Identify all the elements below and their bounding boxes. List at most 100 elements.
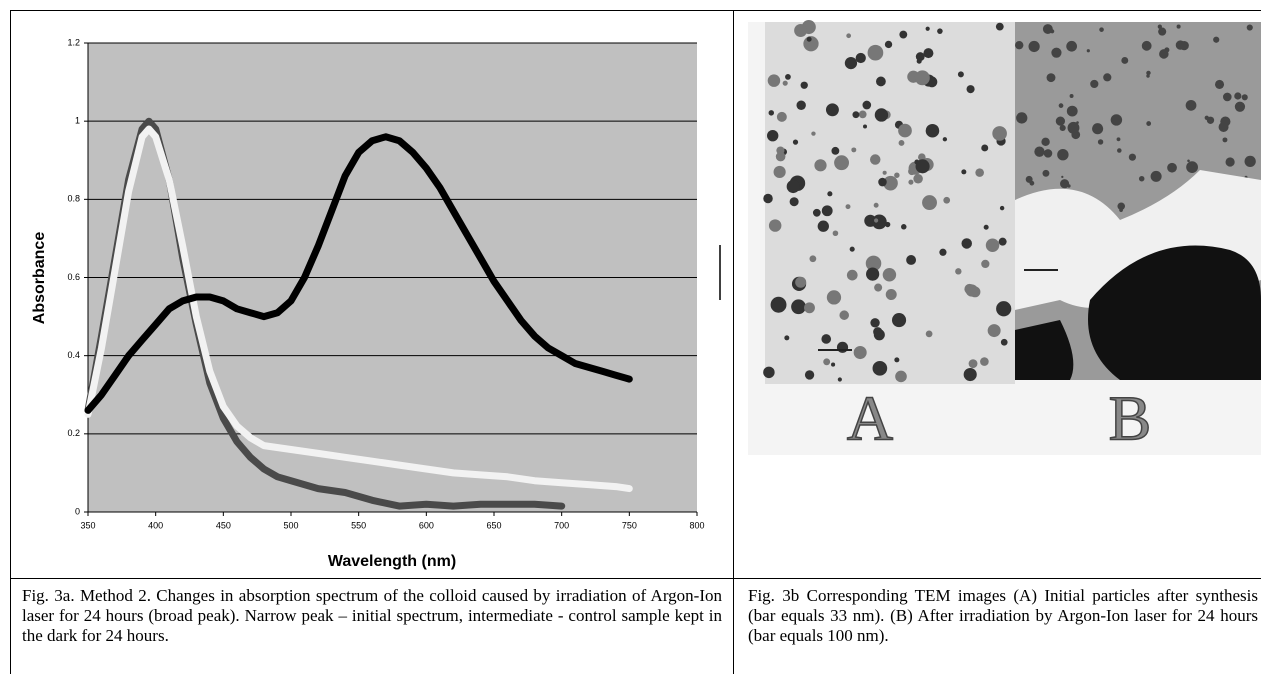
particle xyxy=(1193,162,1197,166)
particle xyxy=(1052,51,1058,57)
particle xyxy=(862,100,872,110)
particle xyxy=(825,103,839,117)
particle xyxy=(916,58,922,64)
particle xyxy=(1179,40,1189,51)
particle xyxy=(785,74,791,80)
particle xyxy=(872,361,888,376)
particle xyxy=(955,268,962,275)
data-line xyxy=(84,117,566,510)
x-tick-label: 500 xyxy=(283,520,298,530)
particle xyxy=(1067,184,1071,188)
data-line xyxy=(84,133,633,414)
particle xyxy=(873,202,879,208)
particle xyxy=(845,204,851,210)
particle xyxy=(1141,40,1152,51)
y-tick-label: 1.2 xyxy=(67,37,80,47)
particle xyxy=(923,48,934,59)
particle xyxy=(1060,179,1070,189)
particle xyxy=(965,284,978,297)
particle xyxy=(1241,94,1248,101)
particle xyxy=(898,140,905,146)
particle xyxy=(1041,137,1050,147)
particle xyxy=(1066,105,1078,117)
y-tick-label: 0.8 xyxy=(67,194,80,204)
particle xyxy=(891,313,907,328)
particle xyxy=(878,177,887,187)
y-tick-label: 1 xyxy=(75,116,80,126)
particle xyxy=(925,123,940,138)
particle xyxy=(871,214,887,230)
particle xyxy=(863,124,868,129)
particle xyxy=(915,159,930,174)
particle xyxy=(770,296,787,313)
particle xyxy=(983,224,989,230)
particle xyxy=(832,230,839,237)
particle xyxy=(1116,137,1121,142)
particle xyxy=(1119,208,1123,212)
particle xyxy=(804,302,815,314)
particle xyxy=(791,299,806,315)
particle xyxy=(870,154,881,165)
particle xyxy=(763,193,773,204)
particle xyxy=(874,108,889,122)
particle xyxy=(908,179,914,185)
particle xyxy=(998,237,1007,246)
particle xyxy=(1099,27,1104,32)
particle xyxy=(1167,162,1177,173)
particle xyxy=(852,111,860,119)
particle xyxy=(1159,49,1169,59)
particle xyxy=(768,219,782,232)
particle xyxy=(915,52,925,61)
x-tick-label: 600 xyxy=(419,520,434,530)
y-axis-label: Absorbance xyxy=(31,232,48,325)
particle xyxy=(767,74,781,87)
particle xyxy=(1067,121,1080,134)
particle xyxy=(999,205,1005,211)
particle xyxy=(992,126,1007,141)
particle xyxy=(961,238,972,249)
y-tick-label: 0.6 xyxy=(67,272,80,282)
particle xyxy=(792,139,799,145)
x-tick-label: 400 xyxy=(148,520,163,530)
particle xyxy=(873,327,883,337)
particle xyxy=(1050,29,1055,34)
particle xyxy=(1146,70,1151,76)
particle xyxy=(826,290,842,305)
particle xyxy=(836,341,849,353)
data-line xyxy=(84,125,633,493)
panel-label: B xyxy=(1109,383,1152,454)
particle xyxy=(918,153,926,161)
particle xyxy=(817,220,829,232)
particle xyxy=(939,248,947,256)
particle xyxy=(957,71,964,78)
particle xyxy=(882,268,897,282)
particle xyxy=(844,56,858,70)
y-tick-label: 0 xyxy=(75,506,80,516)
particle xyxy=(837,377,842,382)
particle xyxy=(1097,139,1104,145)
x-axis-label: Wavelength (nm) xyxy=(328,553,456,570)
particle xyxy=(1069,94,1074,99)
particle xyxy=(1223,92,1232,102)
particle xyxy=(906,255,917,265)
y-tick-label: 0.4 xyxy=(67,350,80,360)
particle xyxy=(1117,202,1126,211)
particle xyxy=(942,137,948,142)
particle xyxy=(1138,175,1145,182)
particle xyxy=(1150,170,1162,182)
particle xyxy=(1117,148,1122,153)
particle xyxy=(968,359,978,369)
particle xyxy=(914,70,930,86)
particle xyxy=(937,28,943,34)
particle xyxy=(1110,114,1123,126)
particle xyxy=(809,255,817,263)
particle xyxy=(980,357,989,366)
particle xyxy=(806,36,812,42)
particle xyxy=(874,283,883,292)
particle xyxy=(1185,99,1197,111)
particle xyxy=(1246,24,1253,31)
particle xyxy=(796,100,806,110)
particle xyxy=(851,147,857,153)
particle xyxy=(800,81,808,89)
